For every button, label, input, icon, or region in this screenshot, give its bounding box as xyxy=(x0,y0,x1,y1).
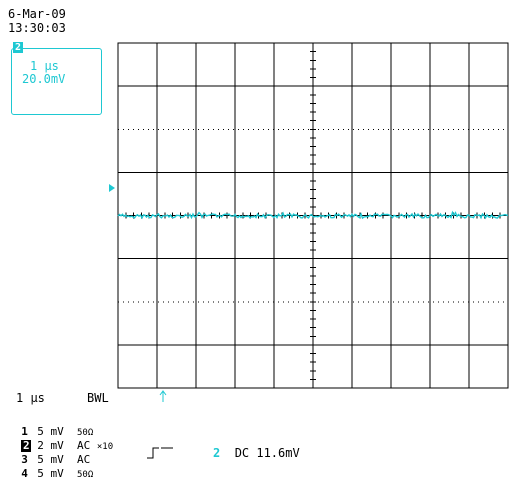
channel-4-volts: 5 mV xyxy=(37,467,64,480)
channel-3-volts: 5 mV xyxy=(37,453,64,466)
channel-1-impedance: 50Ω xyxy=(77,428,94,438)
cursor-time-readout: 1 μs xyxy=(30,59,59,73)
waveform-trace-ch2 xyxy=(117,210,509,220)
channel-1-volts: 5 mV xyxy=(37,425,64,438)
trigger-readout: 2 DC 11.6mV xyxy=(213,447,300,460)
channel-2-row[interactable]: 2 2 mV AC ×10 xyxy=(8,428,113,453)
channel-4-row[interactable]: 4 5 mV 50Ω xyxy=(8,456,93,481)
channel-4-number: 4 xyxy=(21,467,28,480)
time-label: 13:30:03 xyxy=(8,21,66,35)
trigger-position-marker[interactable] xyxy=(159,390,167,402)
channel-2-number: 2 xyxy=(21,439,32,452)
channel-1-number: 1 xyxy=(21,425,28,438)
channel-2-coupling: AC xyxy=(77,439,91,452)
trigger-level-marker[interactable] xyxy=(109,184,115,192)
cursor-channel-badge: 2 xyxy=(13,42,23,53)
trigger-source: 2 xyxy=(213,446,221,460)
trigger-slope-icon xyxy=(147,447,173,459)
cursor-readout-box[interactable] xyxy=(11,48,102,115)
timebase-readout: 1 μs xyxy=(16,391,45,405)
channel-1-row[interactable]: 1 5 mV 50Ω xyxy=(8,414,93,439)
channel-2-probe-atten: ×10 xyxy=(96,442,114,452)
cursor-volts-readout: 20.0mV xyxy=(22,72,66,86)
channel-2-volts: 2 mV xyxy=(37,439,64,452)
trigger-coupling-level: DC 11.6mV xyxy=(234,446,300,460)
date-label: 6-Mar-09 xyxy=(8,7,66,21)
channel-3-coupling: AC xyxy=(77,453,91,466)
bandwidth-limit-indicator: BWL xyxy=(87,391,109,405)
channel-3-number: 3 xyxy=(21,453,28,466)
channel-4-impedance: 50Ω xyxy=(77,470,94,480)
channel-3-row[interactable]: 3 5 mV AC xyxy=(8,442,90,466)
